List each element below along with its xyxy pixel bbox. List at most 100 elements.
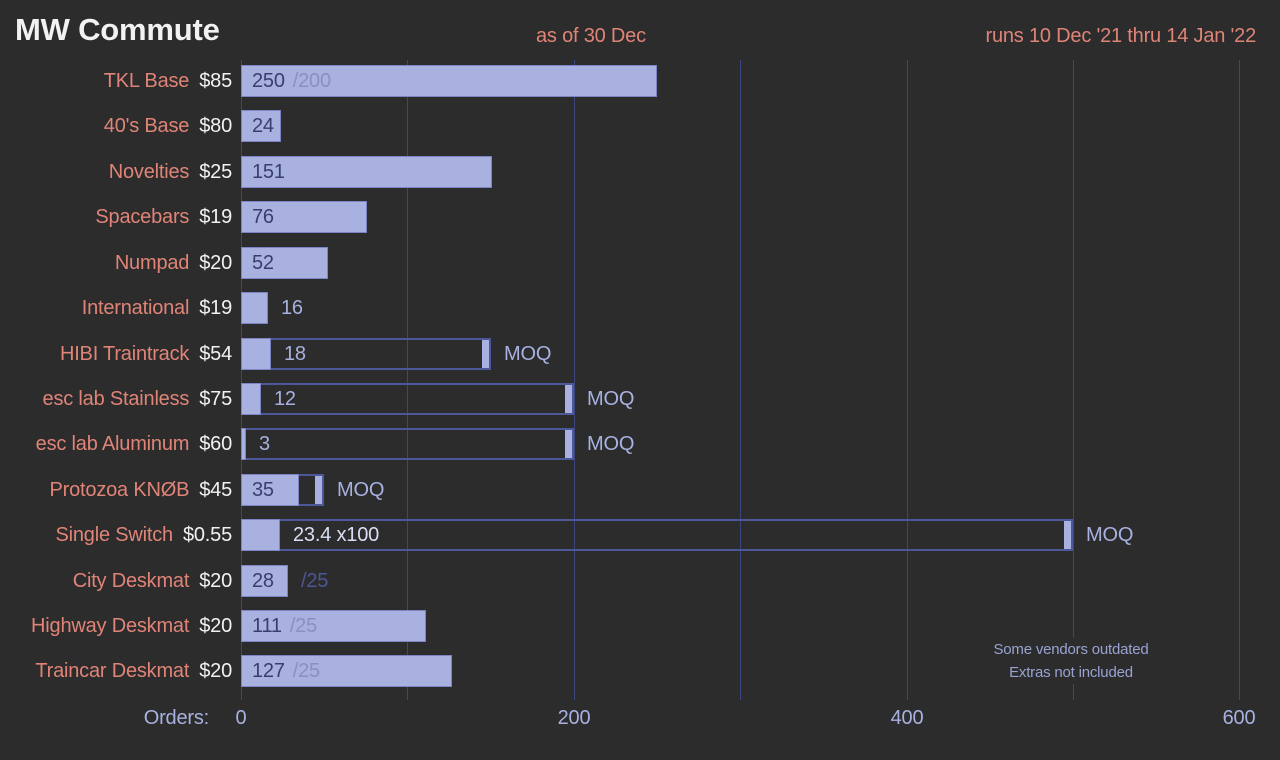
row-header: HIBI Traintrack $54 xyxy=(0,338,232,370)
bar-value-group: 16 xyxy=(281,292,303,324)
bar-value-group: 127/25 xyxy=(252,655,320,687)
row-plot: 127/25 xyxy=(241,655,1280,688)
product-label: Numpad xyxy=(114,251,190,274)
bar-row: Highway Deskmat $20 111/25 xyxy=(0,610,1280,643)
bar-row: Novelties $25 151 xyxy=(0,155,1280,188)
order-bar xyxy=(241,337,271,370)
product-label: Single Switch xyxy=(55,524,173,547)
bar-value-group: 76 xyxy=(252,201,274,233)
bar-value-group: 52 xyxy=(252,247,274,279)
row-plot: 111/25 xyxy=(241,610,1280,643)
row-plot: 24 xyxy=(241,110,1280,143)
bar-row: City Deskmat $20 28/25 xyxy=(0,564,1280,597)
order-bar xyxy=(241,655,452,688)
axis-tick-label: 200 xyxy=(553,707,595,730)
moq-cap xyxy=(315,475,322,504)
moq-label: MOQ xyxy=(337,478,385,501)
goal-value: /25 xyxy=(292,660,320,683)
order-bar xyxy=(241,473,299,506)
row-plot: 250/200 xyxy=(241,65,1280,97)
order-bar xyxy=(241,65,657,97)
gridline xyxy=(407,60,408,693)
gridline xyxy=(907,60,908,693)
order-bar xyxy=(241,292,268,325)
product-label: Spacebars xyxy=(95,206,190,229)
bar-row: Protozoa KNØB $45 35 MOQ xyxy=(0,473,1280,506)
goal-value: /200 xyxy=(292,70,331,92)
product-price: $60 xyxy=(199,433,232,456)
page-title: MW Commute xyxy=(15,12,220,47)
bar-value-group: 3 xyxy=(259,428,270,460)
order-bar xyxy=(241,155,492,188)
bar-row: Numpad $20 52 xyxy=(0,246,1280,279)
product-label: City Deskmat xyxy=(72,569,190,592)
row-header: TKL Base $85 xyxy=(0,65,232,97)
order-bar xyxy=(241,382,261,415)
footnote: Extras not included xyxy=(1009,664,1133,681)
bar-value: 24 xyxy=(252,115,274,138)
bar-value-group: 12 xyxy=(274,383,296,415)
moq-outline xyxy=(241,337,491,370)
gridline xyxy=(574,60,575,693)
bar-value-group: 28 xyxy=(252,565,274,597)
bar-value: 111 xyxy=(252,615,282,638)
row-plot: 18 MOQ xyxy=(241,337,1280,370)
product-price: $80 xyxy=(199,115,232,138)
product-label: esc lab Aluminum xyxy=(35,433,190,456)
axis-tick xyxy=(1239,693,1240,700)
product-price: $19 xyxy=(199,297,232,320)
footnote: Some vendors outdated xyxy=(993,641,1149,658)
row-header: Novelties $25 xyxy=(0,156,232,188)
moq-cap xyxy=(565,384,572,413)
bar-value-group: 24 xyxy=(252,110,274,142)
row-header: International $19 xyxy=(0,292,232,324)
row-plot: 52 xyxy=(241,246,1280,279)
bar-value-group: 35 xyxy=(252,474,274,506)
moq-label: MOQ xyxy=(504,342,552,365)
product-label: Highway Deskmat xyxy=(31,615,190,638)
row-header: esc lab Stainless $75 xyxy=(0,383,233,415)
row-plot: 76 xyxy=(241,201,1280,234)
bar-row: esc lab Aluminum $60 3 MOQ xyxy=(0,428,1280,461)
bar-value: 3 xyxy=(259,433,270,456)
bar-row: Spacebars $19 76 xyxy=(0,201,1280,234)
product-label: Novelties xyxy=(108,160,190,183)
product-price: $0.55 xyxy=(182,524,232,547)
bar-value-group: 111/25 xyxy=(252,610,317,642)
order-bar xyxy=(241,428,246,461)
row-plot: 3 MOQ xyxy=(241,428,1280,461)
bar-value: 127 xyxy=(252,660,285,683)
product-label: esc lab Stainless xyxy=(42,387,190,410)
gridline xyxy=(241,60,242,693)
bar-value: 35 xyxy=(252,478,274,501)
axis-tick xyxy=(407,693,408,700)
bar-value: 76 xyxy=(252,206,274,229)
product-price: $20 xyxy=(199,251,232,274)
axis-tick-label: 600 xyxy=(1218,707,1260,730)
product-label: 40's Base xyxy=(103,115,190,138)
gridline xyxy=(1239,60,1240,693)
bar-row: 40's Base $80 24 xyxy=(0,110,1280,143)
product-price: $45 xyxy=(199,478,232,501)
bar-row: HIBI Traintrack $54 18 MOQ xyxy=(0,337,1280,370)
bar-row: TKL Base $85 250/200 xyxy=(0,65,1280,97)
row-plot: 35 MOQ xyxy=(241,473,1280,506)
product-price: $54 xyxy=(199,342,232,365)
bar-value: 52 xyxy=(252,251,274,274)
goal-value: /25 xyxy=(301,569,329,592)
gridline xyxy=(740,60,741,693)
product-price: $19 xyxy=(199,206,232,229)
moq-cap xyxy=(1064,521,1071,550)
bar-value-group: 18 xyxy=(284,338,306,370)
bar-value: 12 xyxy=(274,387,296,410)
bar-value-group: 250/200 xyxy=(252,65,331,97)
product-price: $75 xyxy=(199,387,232,410)
row-header: Spacebars $19 xyxy=(0,201,232,233)
product-price: $85 xyxy=(199,70,232,92)
product-label: HIBI Traintrack xyxy=(59,342,190,365)
axis-tick-label: 0 xyxy=(231,707,251,730)
bar-value: 23.4 x100 xyxy=(293,524,380,547)
bar-row: International $19 16 xyxy=(0,292,1280,325)
moq-cap xyxy=(565,430,572,459)
product-price: $20 xyxy=(199,660,232,683)
